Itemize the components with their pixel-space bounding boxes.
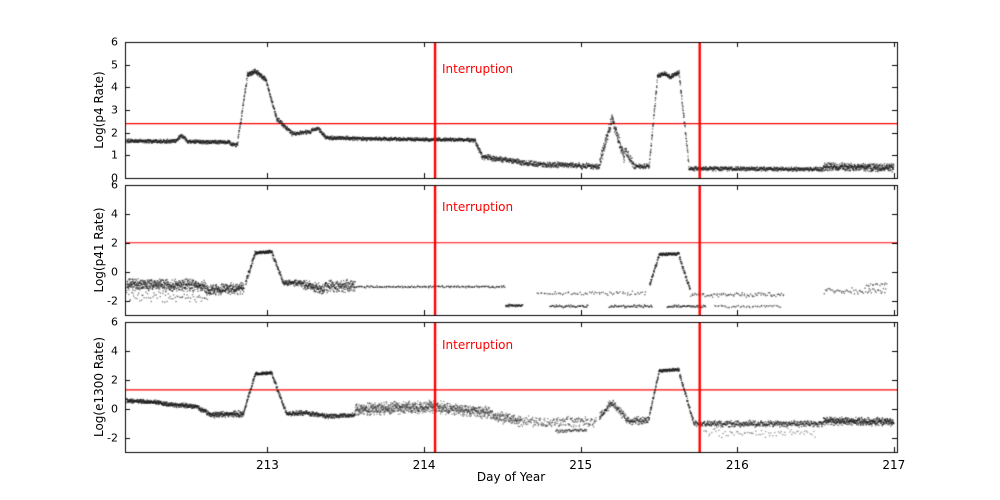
x-tick-label: 216 — [725, 458, 749, 472]
y-tick-label: 1 — [111, 148, 118, 162]
y-tick-label: 2 — [111, 236, 118, 250]
y-tick-label: 5 — [111, 58, 118, 72]
x-tick-label: 215 — [569, 458, 593, 472]
x-axis-label: Day of Year — [476, 470, 546, 484]
y-tick-label: 6 — [111, 35, 118, 49]
y-tick-label: 0 — [111, 402, 118, 416]
y-tick-label: 4 — [111, 344, 118, 358]
y-tick-label: 6 — [111, 315, 118, 329]
y-tick-label: -2 — [107, 431, 118, 445]
y-tick-label: 2 — [111, 126, 118, 140]
y-tick-label: 4 — [111, 80, 118, 94]
panel1-y-axis-label: Log(p4 Rate) — [92, 71, 106, 149]
y-tick-label: 2 — [111, 373, 118, 387]
panel2-interruption-annotation: Interruption — [442, 200, 514, 214]
panel3-y-axis-label: Log(e1300 Rate) — [92, 336, 106, 438]
y-tick-label: 0 — [111, 171, 118, 185]
x-tick-label: 214 — [412, 458, 436, 472]
x-tick-label: 213 — [256, 458, 279, 472]
y-tick-label: 4 — [111, 207, 118, 221]
y-tick-label: 6 — [111, 178, 118, 192]
panel3-interruption-annotation: Interruption — [442, 338, 514, 352]
panel1-interruption-annotation: Interruption — [442, 62, 514, 76]
panel2-y-axis-label: Log(p41 Rate) — [92, 207, 106, 293]
y-tick-label: 0 — [111, 265, 118, 279]
x-tick-label: 217 — [882, 458, 906, 472]
y-tick-label: 3 — [111, 103, 118, 117]
y-tick-label: -2 — [107, 294, 118, 308]
